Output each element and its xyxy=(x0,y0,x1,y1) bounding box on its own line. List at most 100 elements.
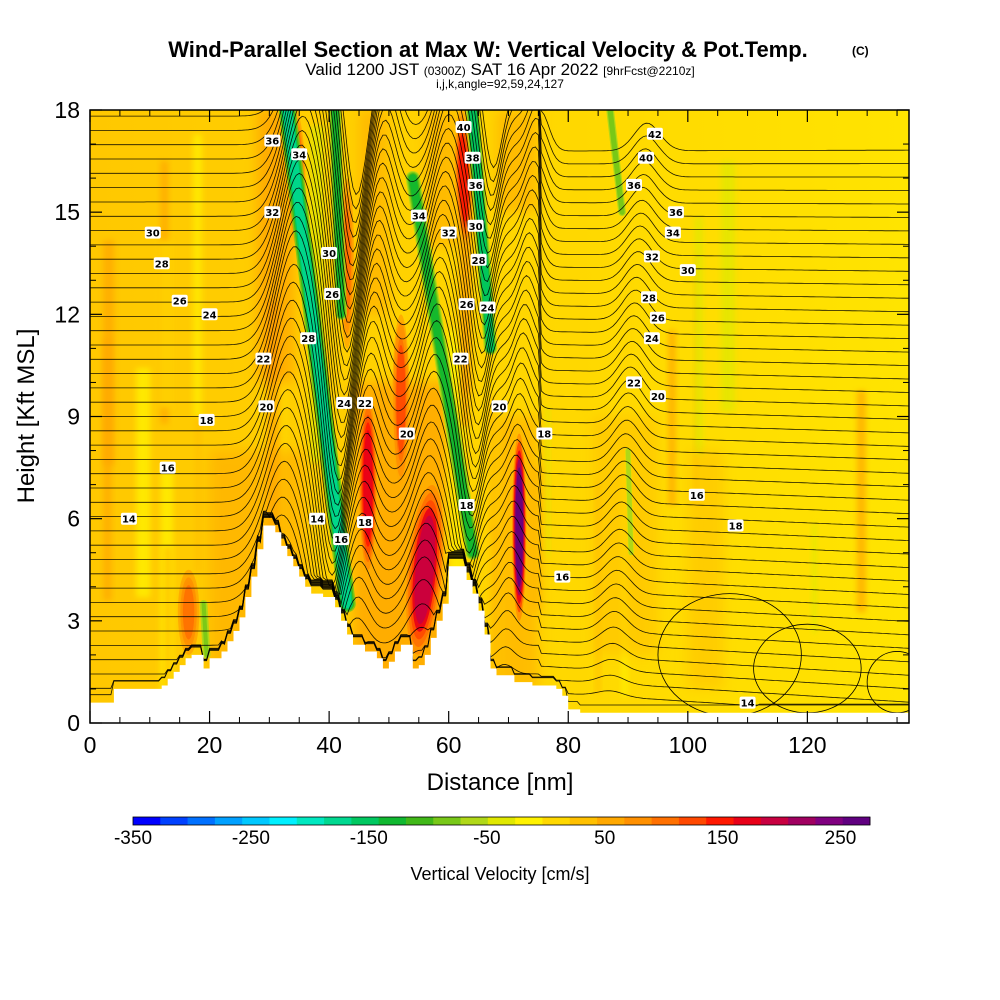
theta-label-text: 16 xyxy=(555,573,569,584)
colorbar-tick-label: -150 xyxy=(350,828,388,849)
theta-label-text: 22 xyxy=(454,355,468,366)
theta-contour-line xyxy=(90,158,909,410)
theta-contour-line xyxy=(90,110,909,339)
colorbar-swatch xyxy=(733,817,762,825)
theta-label-box xyxy=(159,461,176,474)
velocity-band xyxy=(158,240,172,408)
colorbar-swatch xyxy=(324,817,352,825)
theta-contour-line xyxy=(90,110,909,238)
theta-contour-label: 18 xyxy=(536,427,553,441)
colorbar-swatch xyxy=(651,817,680,825)
theta-contour-line xyxy=(90,478,909,609)
theta-label-box xyxy=(357,516,373,529)
theta-contour-label: 20 xyxy=(258,400,275,413)
theta-contour-label: 22 xyxy=(626,376,642,389)
colorbar-swatch xyxy=(351,817,380,825)
updraft-core xyxy=(515,467,523,588)
downdraft-core xyxy=(201,601,209,657)
theta-label-box xyxy=(458,499,475,511)
colorbar-ticks: -350 -250 -150 -50 50 150 250 xyxy=(114,828,856,849)
theta-label-text: 22 xyxy=(256,355,270,366)
theta-contour-label: 34 xyxy=(291,148,308,161)
theta-contour-label: 38 xyxy=(464,151,481,165)
theta-label-box xyxy=(667,206,684,219)
velocity-band xyxy=(103,338,112,601)
theta-label-text: 36 xyxy=(669,208,683,219)
theta-contour-line xyxy=(90,110,909,353)
theta-label-box xyxy=(467,219,484,232)
theta-label-text: 18 xyxy=(200,416,214,427)
theta-label-box xyxy=(198,413,215,426)
colorbar-tick-label: -250 xyxy=(232,828,270,849)
theta-label-box xyxy=(458,298,475,311)
theta-label-box xyxy=(255,352,272,365)
theta-contour-label: 18 xyxy=(357,516,373,529)
theta-label-text: 20 xyxy=(651,392,665,403)
theta-label-text: 18 xyxy=(358,518,372,529)
y-tick-label: 0 xyxy=(67,710,80,736)
theta-contour-label: 30 xyxy=(144,226,161,240)
colorbar-tick-label: -50 xyxy=(473,828,500,849)
theta-contour-line xyxy=(90,513,909,663)
theta-label-text: 36 xyxy=(265,137,279,148)
theta-label-text: 28 xyxy=(642,293,656,304)
velocity-band xyxy=(694,217,703,457)
theta-contour-label: 24 xyxy=(336,396,353,410)
theta-contour-label: 30 xyxy=(321,247,338,260)
colorbar-frame xyxy=(132,816,871,826)
theta-label-box xyxy=(452,352,469,365)
theta-label-box xyxy=(554,570,571,583)
colorbar-swatch xyxy=(706,817,734,825)
theta-contour-label: 42 xyxy=(646,127,663,141)
y-tick-label: 6 xyxy=(67,506,80,532)
theta-label-text: 14 xyxy=(741,699,755,710)
title-mark: (C) xyxy=(852,44,869,58)
theta-label-box xyxy=(646,127,663,140)
theta-label-text: 28 xyxy=(301,334,315,345)
x-tick-label: 100 xyxy=(669,732,707,758)
theta-contour-line xyxy=(90,201,909,453)
theta-contour-line xyxy=(90,110,909,323)
colorbar-swatch xyxy=(487,817,516,825)
theta-contour-line xyxy=(90,513,909,649)
theta-contour-line xyxy=(90,144,909,396)
theta-label-text: 32 xyxy=(265,208,279,219)
theta-label-text: 16 xyxy=(690,491,704,502)
theta-label-box xyxy=(536,427,553,440)
colorbar-swatch xyxy=(760,817,789,825)
theta-label-text: 22 xyxy=(358,399,372,410)
theta-label-text: 20 xyxy=(493,402,507,413)
theta-contour-line xyxy=(90,230,909,481)
theta-contour-label: 16 xyxy=(554,570,571,584)
subtitle-valid: Valid 1200 JST xyxy=(305,60,419,79)
colorbar-swatch xyxy=(515,817,543,825)
theta-label-text: 18 xyxy=(729,522,743,533)
theta-contour-label: 34 xyxy=(410,209,427,223)
theta-label-box xyxy=(688,488,705,501)
y-tick-label: 9 xyxy=(67,404,80,430)
theta-label-text: 30 xyxy=(681,266,695,277)
theta-label-box xyxy=(638,151,654,164)
subtitle-date: SAT 16 Apr 2022 xyxy=(471,60,599,79)
theta-contour-line xyxy=(90,110,909,310)
theta-contour-label: 34 xyxy=(664,226,681,240)
colorbar-swatch xyxy=(378,817,407,825)
theta-contour-line xyxy=(90,110,909,296)
theta-contour-label: 30 xyxy=(679,264,696,277)
theta-label-box xyxy=(264,206,281,219)
colorbar-tick-label: 250 xyxy=(825,828,857,849)
colorbar-swatch xyxy=(160,817,188,825)
theta-contour-label: 24 xyxy=(643,332,660,345)
colorbar-tick-label: 150 xyxy=(707,828,739,849)
colorbar-swatch xyxy=(405,817,434,825)
theta-label-box xyxy=(679,264,696,277)
theta-label-box xyxy=(357,396,373,409)
colorbar-swatch xyxy=(815,817,844,825)
colorbar-swatch xyxy=(269,817,298,825)
velocity-band xyxy=(668,330,676,506)
subtitle-zulu: (0300Z) xyxy=(424,64,466,78)
theta-contour-line xyxy=(90,110,909,253)
chart-subtitle: Valid 1200 JST (0300Z) SAT 16 Apr 2022 [… xyxy=(305,60,694,79)
subtitle-forecast: [9hrFcst@2210z] xyxy=(603,64,695,78)
theta-label-text: 40 xyxy=(639,154,653,165)
